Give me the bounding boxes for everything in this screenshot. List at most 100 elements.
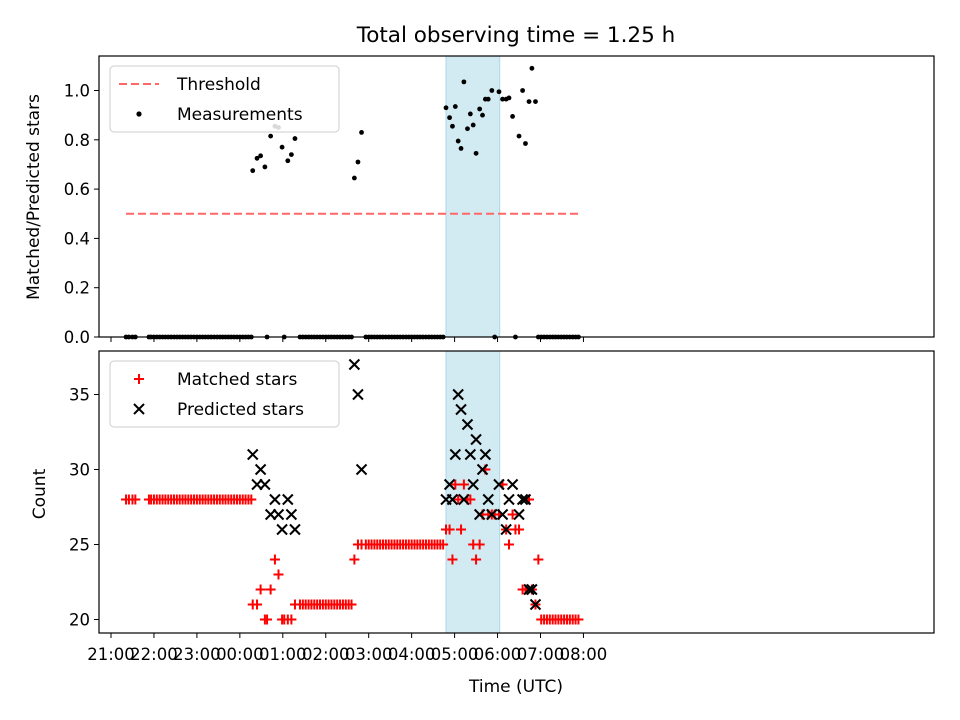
predicted-stars-point — [276, 523, 288, 536]
predicted-stars-point — [452, 388, 464, 401]
matched-stars-point — [269, 554, 280, 565]
matched-stars-point — [533, 554, 544, 565]
x-tick-label: 06:00 — [474, 645, 522, 664]
measurements-point — [533, 99, 538, 105]
bottom-axes-frame — [98, 350, 935, 634]
predicted-stars-point — [467, 478, 479, 491]
measurements-point — [526, 99, 532, 105]
predicted-stars-point — [503, 493, 515, 506]
predicted-stars-point — [516, 493, 529, 506]
bottom-legend: Matched stars Predicted stars — [109, 360, 340, 428]
predicted-stars-point — [282, 493, 294, 506]
matched-stars-point — [573, 614, 584, 625]
measurements-point — [355, 159, 361, 165]
predicted-stars-point — [493, 478, 505, 491]
measurements-point — [523, 141, 528, 146]
measurements-point — [250, 168, 256, 174]
matched-stars-point — [346, 599, 357, 610]
x-tick-label: 21:00 — [87, 645, 135, 664]
predicted-stars-point — [269, 493, 281, 506]
bottom-observing-span — [445, 350, 501, 634]
bottom-y-tick-label: 30 — [69, 461, 90, 480]
measurements-point — [473, 150, 479, 156]
matched-stars-point — [246, 494, 257, 505]
bottom-legend-box — [109, 360, 340, 428]
predicted-stars-point — [352, 388, 364, 401]
measurements-point — [506, 95, 512, 101]
matched-stars-point — [255, 584, 266, 595]
bottom-y-tick-label: 20 — [69, 611, 90, 630]
predicted-stars-point — [446, 493, 459, 506]
measurements-point — [520, 88, 525, 93]
matched-stars-point — [444, 524, 455, 535]
x-tick-label: 03:00 — [345, 645, 393, 664]
matched-stars-point — [503, 539, 514, 550]
predicted-stars-point — [285, 508, 298, 521]
bottom-y-tick-label: 35 — [69, 386, 90, 405]
predicted-stars-point — [513, 508, 525, 521]
measurements-point — [268, 133, 274, 139]
top-y-tick-label: 0.4 — [64, 229, 90, 248]
predicted-stars-point — [443, 478, 456, 491]
measurements-point — [516, 133, 522, 139]
matched-stars-point — [453, 494, 464, 505]
legend-label: Matched stars — [177, 370, 297, 390]
top-y-tick-label: 0.2 — [64, 279, 90, 298]
predicted-stars-point — [461, 418, 474, 431]
top-observing-span — [445, 55, 501, 338]
top-panel: 0.0 0.2 0.4 0.6 0.8 1.0 Threshold Measurements — [64, 55, 935, 347]
bottom-panel: 20 25 30 35 21:0022:0023:0000:0001:0002:0003… — [69, 350, 935, 664]
measurements-point — [489, 88, 495, 93]
top-legend-box — [109, 65, 340, 133]
matched-stars-point — [273, 569, 284, 580]
measurements-point — [254, 155, 260, 161]
x-tick-label: 05:00 — [431, 645, 479, 664]
predicted-stars-point — [500, 523, 512, 536]
matched-stars-point — [450, 479, 461, 490]
measurements-point — [359, 130, 364, 135]
bottom-y-tick-label: 25 — [69, 536, 90, 555]
x-tick-label: 02:00 — [302, 645, 350, 664]
x-axis-label: Time (UTC) — [468, 677, 563, 697]
measurements-point — [458, 146, 464, 151]
measurements-point — [529, 65, 535, 71]
x-tick-label: 22:00 — [130, 645, 178, 664]
measurements-point — [258, 153, 264, 159]
matched-stars-point — [447, 554, 458, 565]
predicted-stars-point — [496, 508, 509, 521]
legend-dot-swatch — [136, 111, 142, 117]
predicted-stars-point — [458, 493, 470, 506]
matched-stars-point — [262, 614, 273, 625]
chart-title: Total observing time = 1.25 h — [356, 23, 676, 48]
measurements-point — [450, 123, 455, 129]
measurements-point — [480, 112, 485, 118]
measurements-point — [465, 126, 470, 132]
matched-stars-point — [507, 509, 518, 520]
measurements-point — [470, 122, 476, 128]
legend-plus-swatch — [134, 374, 144, 384]
predicted-stars-point — [473, 508, 486, 521]
predicted-stars-point — [247, 448, 259, 461]
measurements-point — [467, 111, 473, 117]
measurements-point — [292, 136, 298, 141]
measurements-point — [262, 164, 268, 170]
predicted-stars-point — [272, 508, 285, 521]
matched-stars-point — [252, 599, 263, 610]
top-y-tick-label: 0.6 — [64, 180, 90, 199]
predicted-stars-point — [482, 493, 494, 506]
legend-label: Predicted stars — [177, 400, 304, 420]
x-tick-label: 00:00 — [216, 645, 264, 664]
measurements-point — [477, 106, 483, 112]
measurements-point — [279, 144, 285, 150]
matched-stars-point — [471, 554, 482, 565]
predicted-stars-point — [355, 463, 368, 476]
top-y-axis-label: Matched/Predicted stars — [24, 94, 44, 300]
predicted-stars-point — [523, 583, 535, 596]
matched-stars-point — [514, 524, 525, 535]
legend-label: Measurements — [177, 105, 303, 125]
top-y-tick-label: 0.0 — [64, 328, 90, 347]
bottom-y-axis-label: Count — [30, 468, 50, 519]
predicted-stars-point — [519, 493, 532, 506]
predicted-stars-point — [506, 478, 519, 491]
measurements-point — [447, 115, 452, 121]
